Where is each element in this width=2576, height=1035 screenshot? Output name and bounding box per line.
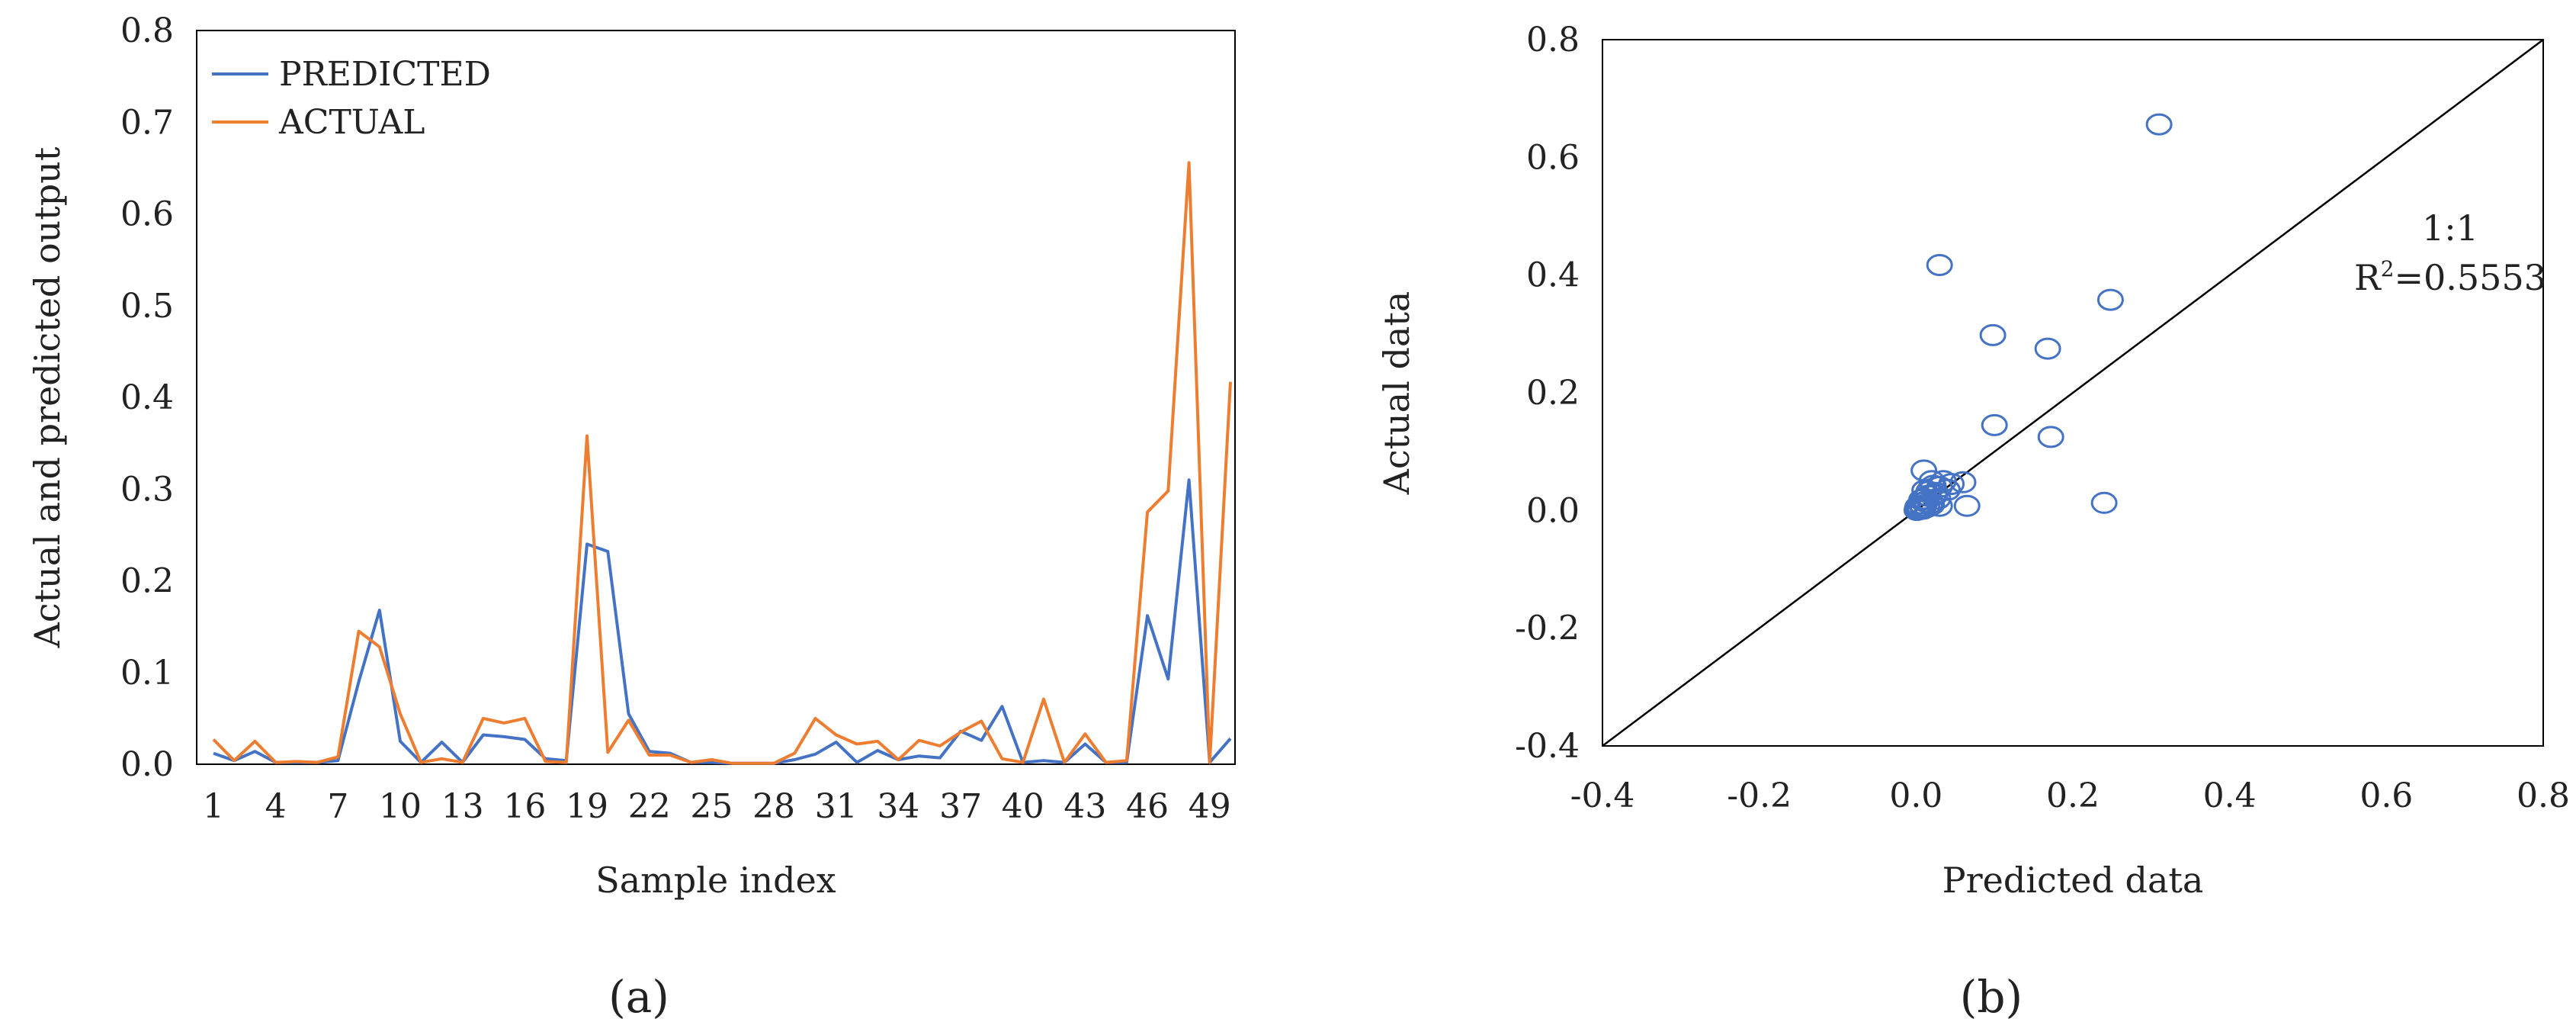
annotation-ratio: 1:1 xyxy=(2422,207,2478,249)
chart-b-y-tick-label: 0.8 xyxy=(1526,21,1580,59)
chart-b-y-tick-label: 0.2 xyxy=(1526,374,1580,413)
chart-a-x-tick-label: 22 xyxy=(628,787,671,826)
chart-a-y-tick-label: 0.7 xyxy=(120,103,174,142)
chart-a-y-tick-label: 0.2 xyxy=(120,562,174,601)
chart-a-x-tick-label: 10 xyxy=(379,787,422,826)
scatter-point xyxy=(2145,113,2173,136)
scatter-point xyxy=(1911,479,1939,502)
chart-a-x-tick-label: 16 xyxy=(503,787,546,826)
series-line-predicted xyxy=(213,478,1232,765)
legend-actual-label: ACTUAL xyxy=(278,103,425,142)
chart-b-y-tick-label: 0.4 xyxy=(1526,256,1580,295)
chart-a-x-tick-label: 1 xyxy=(203,787,224,826)
chart-a-x-tick-label: 34 xyxy=(877,787,919,826)
scatter-point xyxy=(1903,499,1930,522)
chart-b-y-axis: -0.4 -0.2 0.0 0.2 0.4 0.6 0.8 xyxy=(1515,21,1580,766)
chart-b-y-axis-label: Actual data xyxy=(1376,291,1417,496)
chart-b-x-tick-label: 0.6 xyxy=(2359,776,2413,815)
panel-b-label: (b) xyxy=(1960,971,2023,1023)
chart-a-y-tick-label: 0.5 xyxy=(120,287,174,326)
chart-a-y-tick-label: 0.8 xyxy=(120,11,174,50)
chart-b-x-tick-label: 0.0 xyxy=(1889,776,1942,815)
chart-a-x-tick-label: 13 xyxy=(441,787,484,826)
chart-a-x-tick-label: 28 xyxy=(752,787,795,826)
chart-a-y-tick-label: 0.6 xyxy=(120,195,174,234)
chart-b-x-tick-label: 0.8 xyxy=(2517,776,2570,815)
chart-a-x-tick-label: 43 xyxy=(1063,787,1106,826)
reference-line-1-1 xyxy=(1602,39,2544,747)
chart-a: 0.0 0.1 0.2 0.3 0.4 0.5 0.6 0.7 0.8 1 4 7 10 13 16 19 2… xyxy=(27,11,1236,1023)
chart-b: -0.4 -0.2 0.0 0.2 0.4 0.6 0.8 -0.4 -0.2 0.0 0.2 0.… xyxy=(1376,21,2570,1023)
chart-b-x-axis: -0.4 -0.2 0.0 0.2 0.4 0.6 0.8 xyxy=(1570,776,2570,815)
chart-a-y-tick-label: 0.3 xyxy=(120,470,174,509)
chart-a-x-tick-label: 37 xyxy=(939,787,982,826)
scatter-point xyxy=(2096,288,2124,311)
chart-a-x-tick-label: 25 xyxy=(690,787,733,826)
chart-b-x-tick-label: -0.2 xyxy=(1727,776,1792,815)
scatter-point xyxy=(2037,426,2064,448)
chart-a-y-tick-label: 0.1 xyxy=(120,654,174,693)
chart-a-y-axis: 0.0 0.1 0.2 0.3 0.4 0.5 0.6 0.7 0.8 xyxy=(120,11,174,784)
chart-a-y-axis-label: Actual and predicted output xyxy=(27,146,68,648)
series-line-actual xyxy=(212,161,1232,765)
chart-b-y-tick-label: -0.2 xyxy=(1515,609,1580,648)
chart-b-points xyxy=(1903,113,2173,522)
chart-a-x-tick-label: 31 xyxy=(815,787,858,826)
chart-a-x-tick-label: 46 xyxy=(1126,787,1169,826)
legend-predicted-label: PREDICTED xyxy=(279,55,491,94)
scatter-point xyxy=(1979,323,2007,346)
chart-b-y-tick-label: 0.6 xyxy=(1526,138,1580,177)
scatter-point xyxy=(1926,254,1953,276)
scatter-point xyxy=(1953,494,1981,517)
chart-b-x-axis-label: Predicted data xyxy=(1942,860,2204,901)
chart-a-x-tick-label: 7 xyxy=(327,787,348,826)
chart-a-plot-frame xyxy=(196,30,1236,765)
chart-b-y-tick-label: 0.0 xyxy=(1526,491,1580,530)
chart-a-x-tick-label: 4 xyxy=(265,787,287,826)
chart-a-y-tick-label: 0.4 xyxy=(120,378,174,417)
chart-a-x-axis: 1 4 7 10 13 16 19 22 25 28 31 34 37 40 43 46 49 xyxy=(203,787,1231,826)
chart-b-plot-frame xyxy=(1602,39,2544,747)
chart-a-series xyxy=(212,161,1232,765)
chart-a-y-tick-label: 0.0 xyxy=(120,745,174,784)
chart-b-x-tick-label: -0.4 xyxy=(1570,776,1635,815)
chart-b-y-tick-label: -0.4 xyxy=(1515,727,1580,766)
scatter-point xyxy=(2090,491,2118,514)
chart-a-x-tick-label: 19 xyxy=(566,787,608,826)
chart-a-x-tick-label: 40 xyxy=(1002,787,1044,826)
scatter-point xyxy=(1981,413,2008,436)
annotation-r-squared: R2=0.5553 xyxy=(2354,256,2546,298)
scatter-point xyxy=(2034,337,2061,360)
chart-b-x-tick-label: 0.4 xyxy=(2203,776,2257,815)
panel-a-label: (a) xyxy=(608,971,669,1023)
chart-a-x-axis-label: Sample index xyxy=(595,860,836,901)
chart-b-x-tick-label: 0.2 xyxy=(2046,776,2100,815)
chart-a-legend: PREDICTED ACTUAL xyxy=(212,55,491,142)
chart-a-x-tick-label: 49 xyxy=(1189,787,1231,826)
